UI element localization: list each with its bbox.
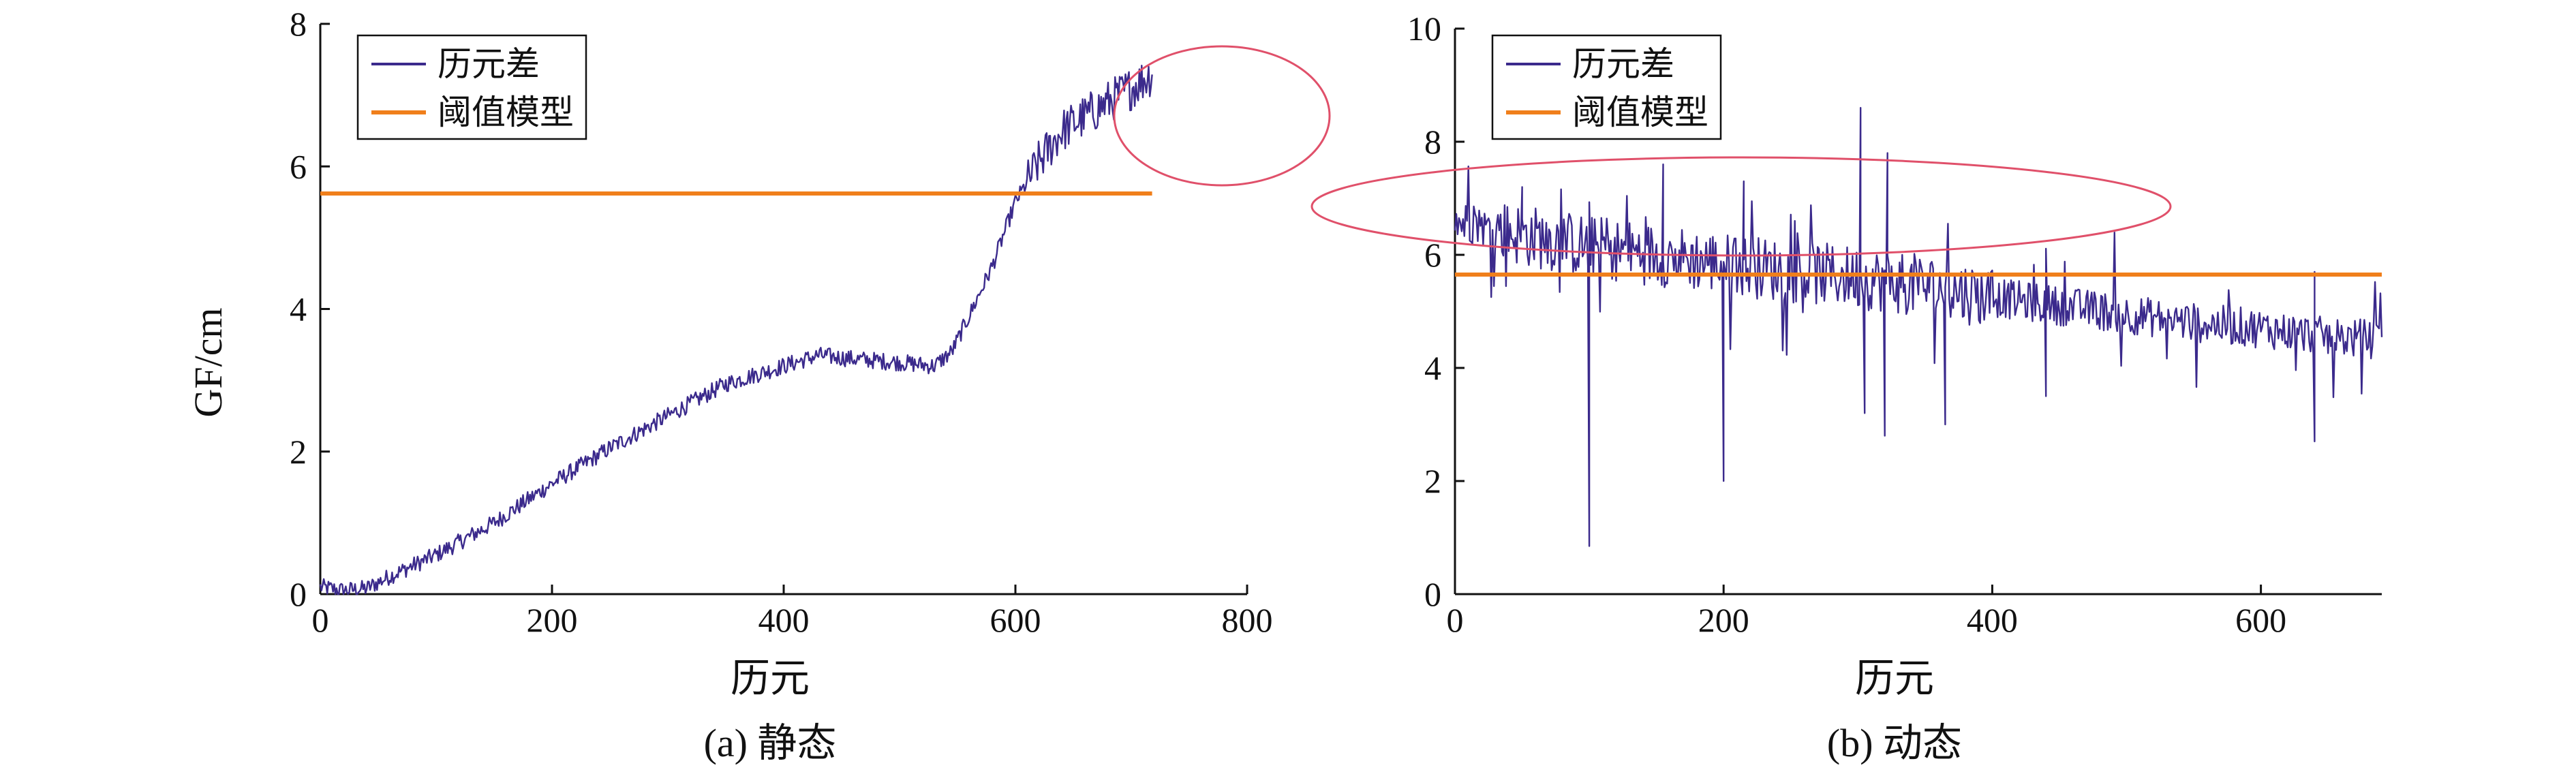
chart-b-x-tick-label: 200 [1698, 601, 1749, 639]
chart-a-y-tick-label: 6 [290, 147, 307, 185]
chart-a-x-tick-label: 600 [990, 601, 1041, 639]
chart-a-ylabel: GF/cm [186, 307, 230, 417]
chart-b-legend-label-0: 历元差 [1572, 45, 1674, 83]
chart-b-y-tick-label: 0 [1424, 575, 1441, 613]
chart-a-x-tick-label: 400 [758, 601, 810, 639]
chart-b-y-tick-label: 10 [1407, 10, 1441, 48]
chart-b-y-tick-label: 8 [1424, 123, 1441, 161]
chart-a-highlight-ellipse [1113, 45, 1331, 187]
chart-a-x-tick-label: 0 [312, 601, 329, 639]
chart-a-plot-area: 0 200 400 600 800 0 2 4 6 8 [290, 5, 1331, 639]
chart-a-x-tick-label: 800 [1222, 601, 1273, 639]
chart-a-legend-box [356, 34, 587, 140]
chart-b-x-tick-label: 0 [1447, 601, 1464, 639]
chart-a-y-tick-label: 8 [290, 5, 307, 43]
chart-a-series-epoch-diff [319, 65, 1153, 595]
chart-a-title: (a) 静态 [704, 721, 837, 765]
chart-a-legend-label-1: 阈值模型 [438, 93, 574, 131]
chart-b-xlabel: 历元 [1855, 656, 1934, 700]
chart-a-legend-label-0: 历元差 [438, 45, 540, 83]
chart-b-x-tick-label: 600 [2235, 601, 2286, 639]
chart-b-legend: 历元差 阈值模型 [1491, 34, 1722, 140]
chart-b-y-tick-label: 2 [1424, 462, 1441, 500]
chart-b-legend-box [1491, 34, 1722, 140]
chart-b-x-tick-label: 400 [1967, 601, 2018, 639]
chart-a-legend: 历元差 阈值模型 [356, 34, 587, 140]
chart-a: 0 200 400 600 800 0 2 4 6 8 历元 GF/cm (a) 静态 历元差 阈… [186, 5, 1331, 765]
chart-b-legend-label-1: 阈值模型 [1572, 93, 1708, 131]
chart-a-x-tick-label: 200 [527, 601, 578, 639]
chart-a-y-tick-label: 0 [290, 575, 307, 613]
chart-b-highlight-ellipse [1310, 156, 2172, 257]
chart-b-title: (b) 动态 [1827, 721, 1962, 765]
chart-a-xlabel: 历元 [731, 656, 810, 700]
chart-a-y-tick-label: 4 [290, 290, 307, 328]
chart-b-y-tick-label: 4 [1424, 349, 1441, 387]
chart-a-y-tick-label: 2 [290, 433, 307, 471]
chart-b-series-epoch-diff [1454, 107, 2383, 547]
